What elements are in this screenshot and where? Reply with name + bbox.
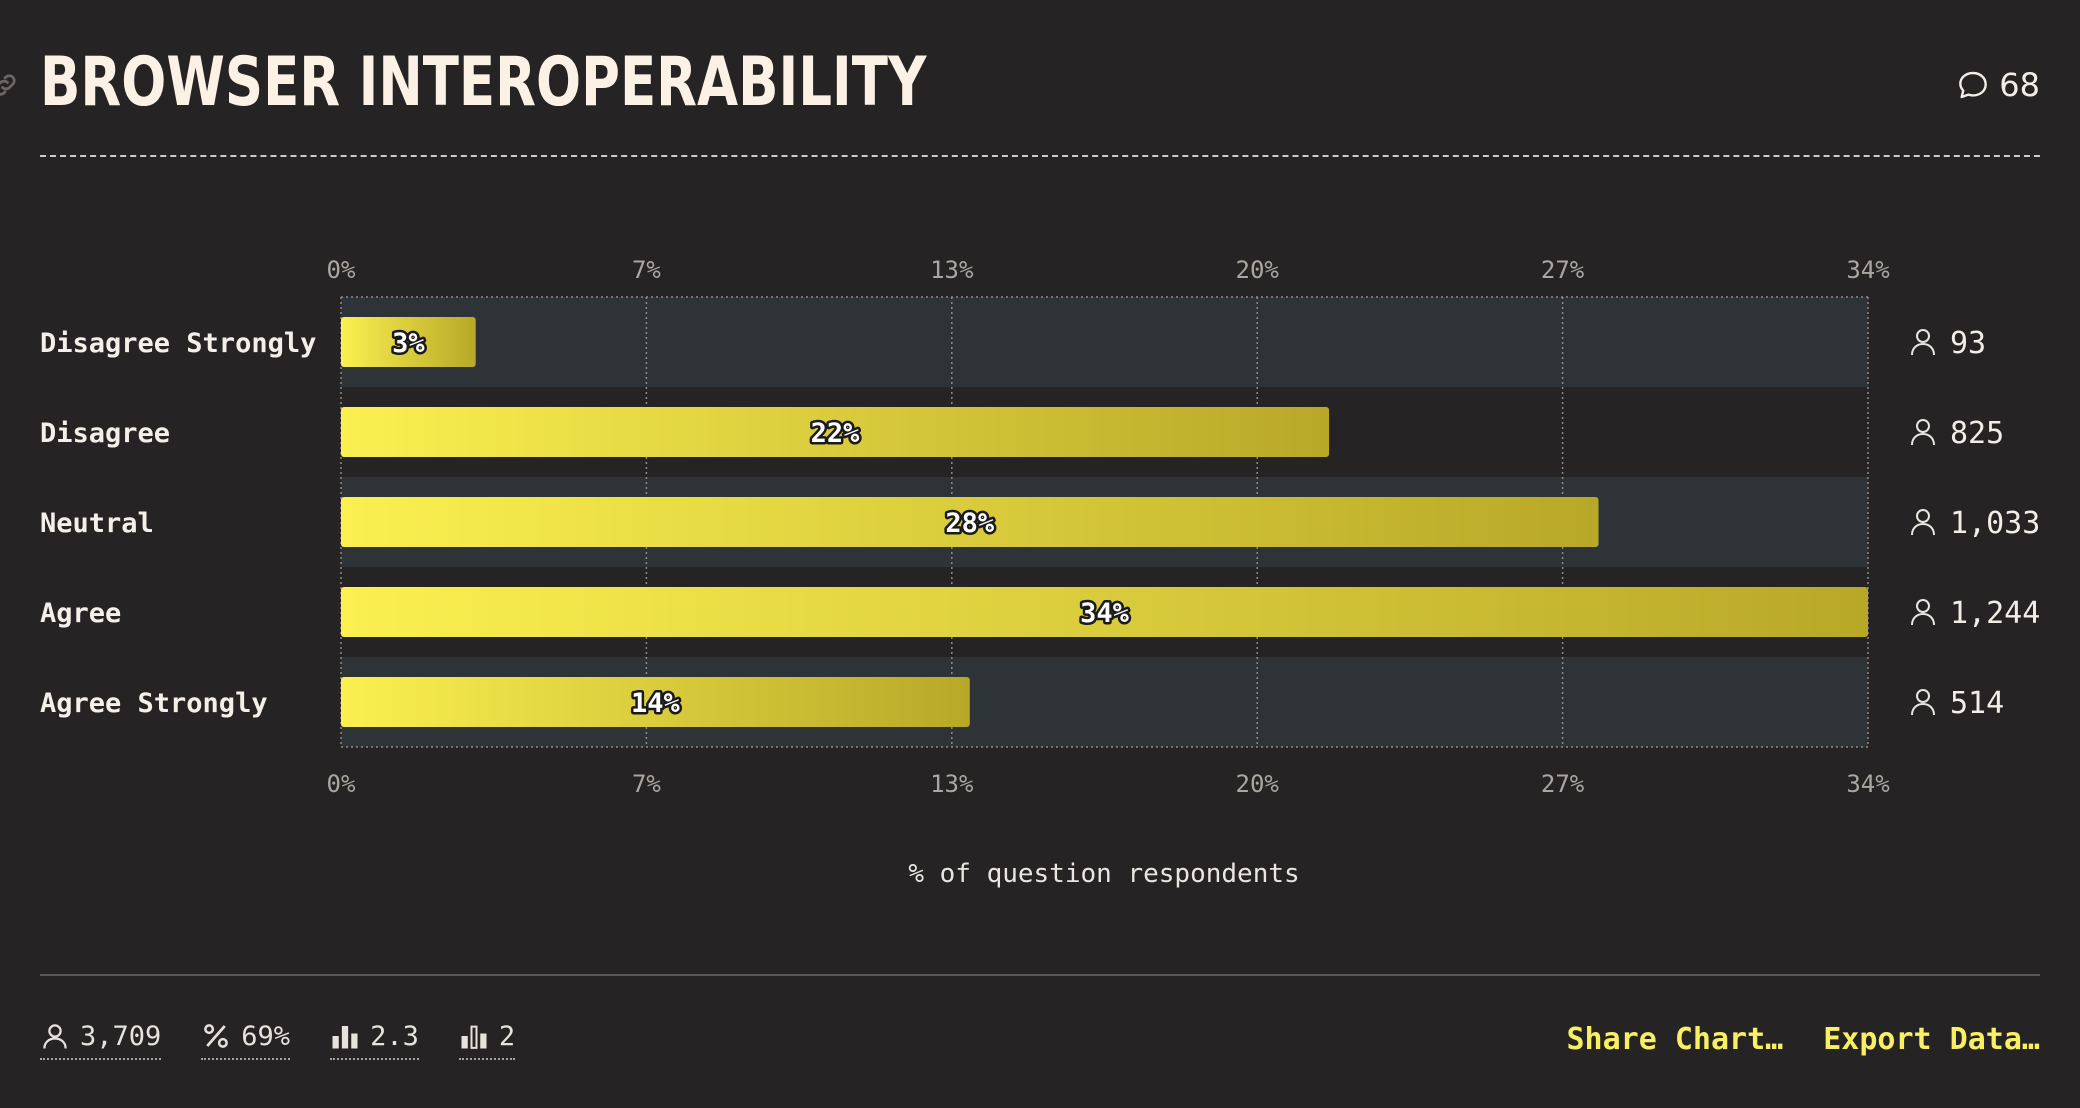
x-tick-label: 13%	[930, 256, 974, 284]
user-icon	[43, 1024, 67, 1049]
value-label: 14%	[631, 688, 681, 719]
link-icon[interactable]	[0, 70, 20, 100]
user-icon	[1916, 509, 1930, 523]
bar	[341, 497, 1599, 547]
value-label: 22%	[811, 418, 861, 449]
row-band	[341, 297, 1868, 387]
stat-respondents[interactable]: 3,709	[40, 1020, 162, 1060]
count-label: 514	[1950, 686, 2004, 721]
value-label: 34%	[1080, 598, 1130, 629]
x-tick-label: 13%	[930, 770, 974, 798]
user-icon	[1916, 689, 1930, 703]
percent-icon	[204, 1024, 229, 1048]
stat-value: 2.3	[370, 1020, 419, 1052]
category-label: Disagree Strongly	[40, 328, 316, 359]
x-tick-label: 27%	[1541, 256, 1585, 284]
comment-count: 68	[1999, 66, 2040, 104]
respondent-count: 1,033	[1911, 506, 2040, 541]
x-axis-label: % of question respondents	[908, 859, 1299, 889]
x-tick-label: 7%	[632, 256, 661, 284]
bar	[341, 407, 1330, 457]
respondent-count: 1,244	[1911, 596, 2040, 631]
page-title: BROWSER INTEROPERABILITY	[40, 43, 927, 122]
respondent-count: 514	[1911, 686, 2004, 721]
bar-chart-outline-icon	[461, 1025, 487, 1049]
user-icon	[1911, 432, 1935, 446]
stat-percentage[interactable]: 69%	[201, 1020, 291, 1060]
x-tick-label: 0%	[327, 770, 356, 798]
count-label: 825	[1950, 416, 2004, 451]
x-tick-label: 20%	[1236, 256, 1280, 284]
user-icon	[1916, 599, 1930, 613]
value-label: 28%	[945, 508, 995, 539]
x-tick-label: 20%	[1236, 770, 1280, 798]
x-tick-label: 27%	[1541, 770, 1585, 798]
stat-average[interactable]: 2.3	[330, 1020, 419, 1060]
export-data-button[interactable]: Export Data…	[1823, 1022, 2040, 1057]
bar-chart: Disagree Strongly 3% Disagree 22% Neutral 28%…	[40, 256, 2040, 889]
title-divider	[40, 155, 2040, 157]
count-label: 93	[1950, 326, 1986, 361]
footer-divider	[40, 974, 2040, 976]
count-label: 1,244	[1950, 596, 2040, 631]
category-label: Disagree	[40, 418, 170, 449]
stat-value: 2	[498, 1020, 516, 1052]
x-tick-label: 34%	[1846, 770, 1890, 798]
bar-chart-icon	[332, 1026, 358, 1049]
user-icon	[1916, 329, 1930, 343]
user-icon	[1911, 342, 1935, 356]
value-label: 3%	[392, 328, 425, 359]
user-icon	[1911, 522, 1935, 536]
comments-button[interactable]: 68	[1957, 66, 2040, 104]
bar	[341, 677, 970, 727]
user-icon	[1911, 612, 1935, 626]
user-icon	[1911, 702, 1935, 716]
bar	[341, 317, 476, 367]
category-label: Neutral	[40, 508, 154, 539]
category-label: Agree Strongly	[40, 688, 268, 719]
share-chart-button[interactable]: Share Chart…	[1566, 1022, 1784, 1057]
stats-bar: 3,709 69% 2.3 2	[40, 1020, 516, 1060]
x-tick-label: 7%	[632, 770, 661, 798]
count-label: 1,033	[1950, 506, 2040, 541]
stat-median[interactable]: 2	[458, 1020, 516, 1060]
comment-icon	[1959, 71, 1988, 99]
respondent-count: 93	[1911, 326, 1986, 361]
stat-value: 69%	[241, 1020, 291, 1052]
bar	[341, 587, 1868, 637]
chart-actions: Share Chart… Export Data…	[1567, 1022, 2041, 1057]
respondent-count: 825	[1911, 416, 2004, 451]
x-tick-label: 34%	[1846, 256, 1890, 284]
category-label: Agree	[40, 598, 121, 629]
x-tick-label: 0%	[327, 256, 356, 284]
stat-value: 3,709	[80, 1020, 162, 1052]
user-icon	[1916, 419, 1930, 433]
